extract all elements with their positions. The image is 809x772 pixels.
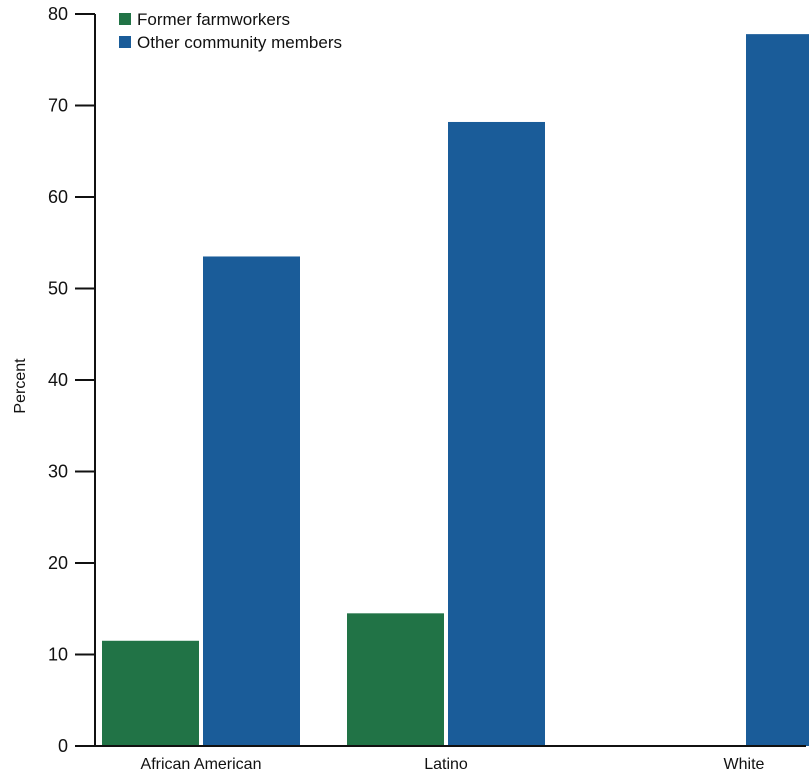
y-tick-label: 80: [48, 4, 68, 24]
y-tick-label: 60: [48, 187, 68, 207]
y-tick-label: 10: [48, 645, 68, 665]
y-axis-title: Percent: [12, 358, 29, 414]
axes: [94, 14, 806, 747]
bar-former-farmworkers-latino: [347, 613, 444, 746]
legend: Former farmworkers Other community member…: [119, 10, 342, 52]
y-tick-label: 30: [48, 462, 68, 482]
y-tick-label: 40: [48, 370, 68, 390]
legend-label: Former farmworkers: [137, 10, 290, 29]
y-tick-label: 70: [48, 96, 68, 116]
bar-other-community-members-latino: [448, 121, 545, 747]
y-tick-label: 20: [48, 553, 68, 573]
x-category-label: White: [724, 756, 765, 772]
bar-other-community-members-african-american: [203, 256, 300, 746]
legend-swatch: [119, 36, 131, 48]
y-tick-label: 0: [58, 736, 68, 756]
y-tick-label: 50: [48, 279, 68, 299]
legend-swatch: [119, 13, 131, 25]
x-category-label: Latino: [424, 756, 468, 772]
bar-former-farmworkers-african-american: [102, 640, 199, 746]
y-axis-ticks: 0 10 20 30 40 50 60 70 80: [48, 4, 95, 756]
x-category-label: African American: [141, 756, 262, 772]
legend-label: Other community members: [137, 33, 342, 52]
bar-other-community-members-white: [746, 34, 809, 746]
x-axis-category-labels: African American Latino White: [141, 756, 765, 772]
bars: [102, 34, 809, 747]
